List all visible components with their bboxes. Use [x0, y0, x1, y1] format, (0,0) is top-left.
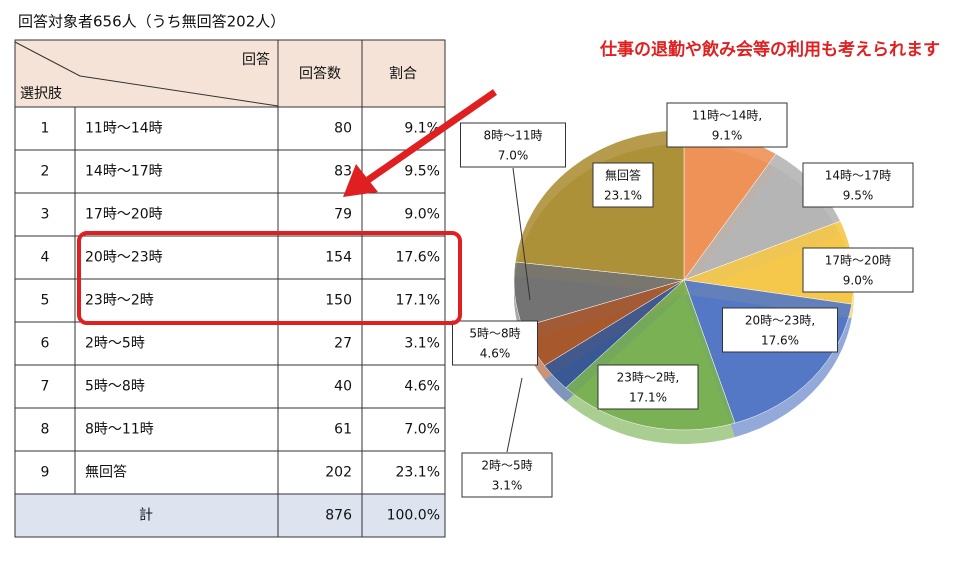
row-count: 79 [334, 207, 352, 223]
label-category: 2時～5時 [481, 459, 532, 473]
row-number: 9 [41, 465, 50, 481]
row-count: 27 [334, 336, 352, 352]
row-label: 17時～20時 [85, 207, 163, 223]
row-count: 40 [334, 379, 352, 395]
label-value: 7.0% [498, 149, 529, 163]
row-ratio: 9.5% [404, 164, 440, 180]
label-value: 23.1% [604, 189, 642, 203]
table: 回答 選択肢 回答数 割合 1 11時～14時 80 9.1%2 14時～17時 83 9.… [14, 39, 446, 538]
data-label: 無回答 23.1% [592, 162, 654, 208]
row-count: 61 [334, 422, 352, 438]
label-value: 17.6% [761, 334, 799, 348]
label-box [460, 122, 566, 168]
row-number: 1 [41, 121, 50, 137]
row-ratio: 17.6% [396, 250, 440, 266]
row-ratio: 7.0% [404, 422, 440, 438]
label-category: 23時～2時, [617, 371, 680, 385]
row-ratio: 9.0% [404, 207, 440, 223]
row-label: 23時～2時 [85, 293, 154, 309]
label-box [597, 364, 699, 410]
row-number: 5 [41, 293, 50, 309]
total-count: 876 [325, 508, 352, 524]
label-category: 無回答 [605, 168, 641, 183]
data-label: 23時～2時, 17.1% [597, 364, 699, 410]
label-box [452, 320, 538, 366]
label-box [802, 162, 914, 208]
label-value: 9.0% [843, 274, 874, 288]
label-category: 17時～20時 [825, 254, 892, 268]
label-category: 5時～8時 [469, 327, 520, 341]
label-value: 9.5% [843, 189, 874, 203]
label-value: 4.6% [480, 347, 511, 361]
header-corner-bg [15, 40, 278, 107]
row-count: 83 [334, 164, 352, 180]
total-ratio: 100.0% [387, 508, 440, 524]
row-ratio: 23.1% [396, 465, 440, 481]
row-count: 80 [334, 121, 352, 137]
leader-line [506, 377, 523, 453]
row-label: 20時～23時 [85, 250, 163, 266]
row-ratio: 4.6% [404, 379, 440, 395]
label-box [802, 247, 914, 293]
data-label: 5時～8時 4.6% [452, 320, 538, 366]
row-ratio: 3.1% [404, 336, 440, 352]
total-bg [15, 494, 445, 537]
header-cell: 選択肢 [20, 86, 62, 102]
table-border [14, 39, 446, 538]
page-title: 回答対象者656人（うち無回答202人） [18, 13, 285, 31]
label-box [666, 102, 788, 148]
row-number: 6 [41, 336, 50, 352]
label-category: 14時～17時 [825, 169, 892, 183]
highlight-box [77, 231, 462, 325]
row-count: 202 [325, 465, 352, 481]
label-box [592, 162, 654, 208]
row-label: 11時～14時 [85, 121, 163, 137]
label-value: 3.1% [492, 479, 523, 493]
label-category: 20時～23時, [745, 314, 815, 328]
label-value: 9.1% [712, 129, 743, 143]
row-label: 14時～17時 [85, 164, 163, 180]
row-number: 4 [41, 250, 50, 266]
data-label: 17時～20時 9.0% [802, 247, 914, 293]
label-category: 11時～14時, [692, 109, 762, 123]
row-label: 無回答 [85, 464, 127, 481]
row-number: 3 [41, 207, 50, 223]
header-cell: 回答数 [299, 65, 341, 82]
row-count: 154 [325, 250, 352, 266]
label-box [722, 307, 838, 353]
label-box [461, 452, 553, 498]
label-category: 8時～11時 [484, 129, 543, 143]
row-number: 8 [41, 422, 50, 438]
annotation: 仕事の退勤や飲み会等の利用も考えられます [599, 39, 940, 60]
row-ratio: 17.1% [396, 293, 440, 309]
row-label: 2時～5時 [85, 336, 145, 352]
data-label: 14時～17時 9.5% [802, 162, 914, 208]
pie-chart: 11時～14時, 9.1% 14時～17時 9.5% 17時～20時 9.0% 20時～23… [452, 102, 914, 498]
arrow-head [343, 164, 378, 197]
row-number: 2 [41, 164, 50, 180]
header-cell: 割合 [389, 65, 417, 82]
data-label: 8時～11時 7.0% [460, 122, 566, 168]
header-cell: 回答 [242, 51, 270, 68]
data-label: 11時～14時, 9.1% [666, 102, 788, 148]
arrow-shaft [366, 89, 497, 183]
row-count: 150 [325, 293, 352, 309]
row-label: 8時～11時 [85, 422, 154, 438]
leader-line [512, 167, 531, 301]
data-label: 2時～5時 3.1% [461, 452, 553, 498]
total-label: 計 [139, 508, 153, 524]
data-label: 20時～23時, 17.6% [722, 307, 838, 353]
row-label: 5時～8時 [85, 379, 145, 395]
row-number: 7 [41, 379, 50, 395]
label-value: 17.1% [629, 391, 667, 405]
diagonal [14, 41, 279, 107]
